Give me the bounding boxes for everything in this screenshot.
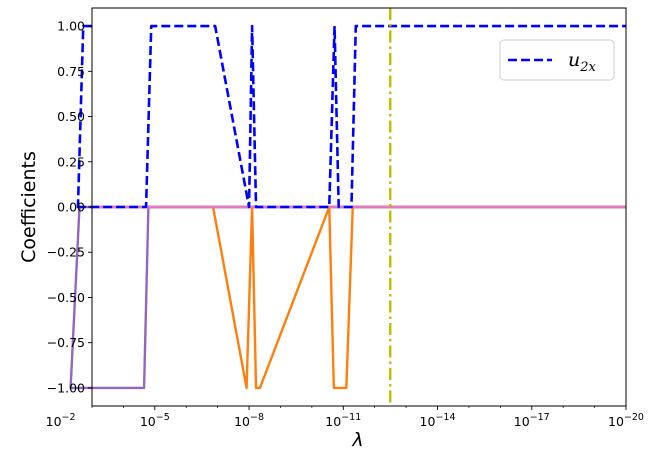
y-tick-label: 0.75 <box>57 64 85 79</box>
x-tick-label: 10−5 <box>140 412 170 429</box>
y-tick-label: 1.00 <box>57 19 85 34</box>
y-tick-label: −0.25 <box>47 245 85 260</box>
x-tick-label-base: 10 <box>420 414 436 429</box>
x-tick-label: 10−8 <box>234 412 264 429</box>
x-tick-label-exponent: −8 <box>250 412 264 423</box>
x-tick-label-exponent: −17 <box>530 412 550 423</box>
x-tick-label: 10−17 <box>514 412 550 429</box>
x-tick-label-base: 10 <box>46 414 62 429</box>
series-layer <box>69 24 626 390</box>
x-tick-label-exponent: −14 <box>435 412 455 423</box>
y-tick-label: −0.50 <box>47 290 85 305</box>
y-axis: 1.00 0.75 0.50 0.25 0.00 −0.25 −0.50 −0.75 −1.00 <box>47 19 92 395</box>
x-tick-label: 10−2 <box>46 412 76 429</box>
legend-label-u2x: u2x <box>568 49 597 75</box>
x-tick-label: 10−20 <box>608 412 644 429</box>
x-tick-label-exponent: −2 <box>62 412 76 423</box>
x-tick-label-base: 10 <box>325 414 341 429</box>
y-tick-label: 0.50 <box>57 109 85 124</box>
y-tick-label: 0.00 <box>57 200 85 215</box>
y-tick-label: −0.75 <box>47 335 85 350</box>
x-tick-label-base: 10 <box>514 414 530 429</box>
x-tick-label-exponent: −20 <box>624 412 644 423</box>
y-axis-label: Coefficients <box>18 151 40 263</box>
legend-label-subscript: 2x <box>579 60 596 75</box>
legend-box <box>499 39 615 81</box>
legend-label-main: u <box>568 49 580 71</box>
y-tick-label: 0.25 <box>57 154 85 169</box>
legend: u2x <box>499 39 615 81</box>
x-axis-label: λ <box>351 429 363 451</box>
x-tick-label-exponent: −11 <box>341 412 361 423</box>
x-tick-label-exponent: −5 <box>156 412 170 423</box>
x-tick-label-base: 10 <box>234 414 250 429</box>
y-tick-label: −1.00 <box>47 380 85 395</box>
series-u2x <box>73 24 626 209</box>
x-tick-label: 10−14 <box>420 412 456 429</box>
x-tick-label: 10−11 <box>325 412 361 429</box>
x-axis: 10−2 10−5 10−8 10−11 10−14 10−17 10−20 <box>46 406 644 429</box>
x-tick-label-base: 10 <box>608 414 624 429</box>
x-tick-label-base: 10 <box>140 414 156 429</box>
